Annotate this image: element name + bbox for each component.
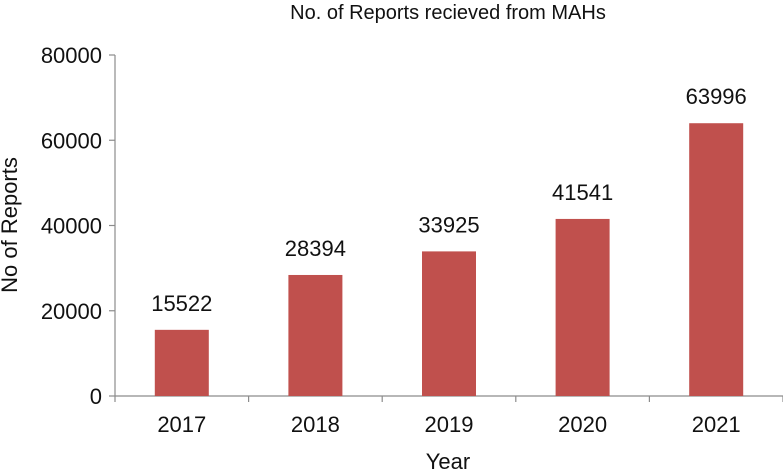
data-label-2020: 41541 (552, 180, 613, 205)
bar-2021 (689, 123, 744, 397)
x-axis: 2017 2018 2019 2020 2021 (114, 395, 783, 437)
x-tick-label: 2020 (558, 412, 607, 437)
bar-2019 (422, 251, 476, 396)
bar-2018 (288, 274, 343, 396)
data-labels: 15522 28394 33925 41541 63996 (151, 84, 747, 316)
data-label-2021: 63996 (686, 84, 747, 109)
chart-title: No. of Reports recieved from MAHs (290, 2, 606, 24)
x-axis-label: Year (426, 449, 470, 471)
x-tick-label: 2021 (692, 412, 741, 437)
bar-2020 (555, 218, 610, 396)
y-tick-label: 80000 (41, 43, 102, 68)
y-tick-label: 0 (90, 384, 102, 409)
y-tick-label: 40000 (41, 214, 102, 239)
data-label-2017: 15522 (151, 291, 212, 316)
bar-2017 (154, 329, 209, 396)
x-tick-label: 2019 (425, 412, 474, 437)
data-label-2018: 28394 (285, 236, 346, 261)
y-tick-label: 60000 (41, 128, 102, 153)
y-axis: 0 20000 40000 60000 80000 (41, 43, 116, 409)
y-tick-label: 20000 (41, 299, 102, 324)
x-tick-label: 2018 (291, 412, 340, 437)
y-axis-label: No of Reports (0, 157, 22, 293)
bars (154, 123, 744, 397)
x-tick-label: 2017 (157, 412, 206, 437)
data-label-2019: 33925 (418, 212, 479, 237)
